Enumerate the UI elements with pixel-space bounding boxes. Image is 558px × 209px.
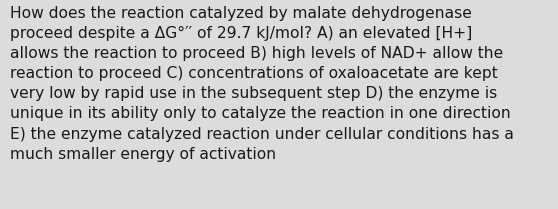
Text: How does the reaction catalyzed by malate dehydrogenase
proceed despite a ΔG°′′ : How does the reaction catalyzed by malat… [10,6,514,162]
